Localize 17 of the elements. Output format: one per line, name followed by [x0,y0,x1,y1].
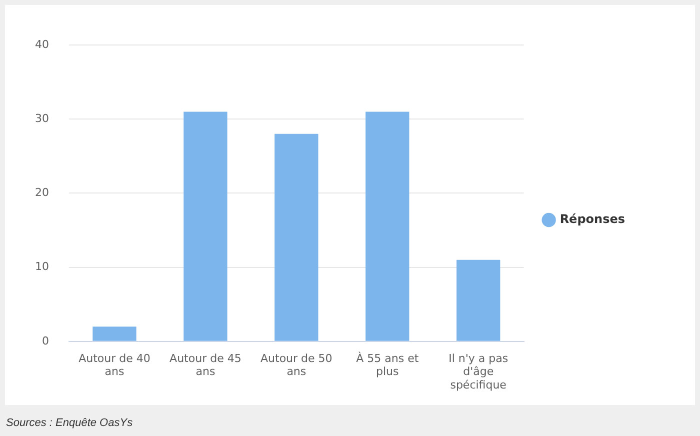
bar [92,326,136,341]
y-tick-label: 0 [42,334,49,348]
x-tick-label: Autour de 50 ans [260,352,332,378]
y-tick-label: 10 [34,260,49,274]
bar [456,260,500,341]
bar [366,112,410,341]
y-tick-label: 20 [34,186,49,200]
bar [274,134,318,341]
y-tick-label: 30 [34,112,49,125]
bar [184,112,228,341]
x-tick-label: Autour de 40 ans [78,352,150,378]
x-tick-label: À 55 ans et plus [356,350,420,378]
y-tick-label: 40 [34,38,49,51]
legend-label: Réponses [560,212,626,226]
source-note: Sources : Enquête OasYs [6,417,133,429]
x-tick-label: Autour de 45 ans [170,352,242,378]
x-tick-label: Il n'y a pas d'âge spécifique [448,352,508,392]
